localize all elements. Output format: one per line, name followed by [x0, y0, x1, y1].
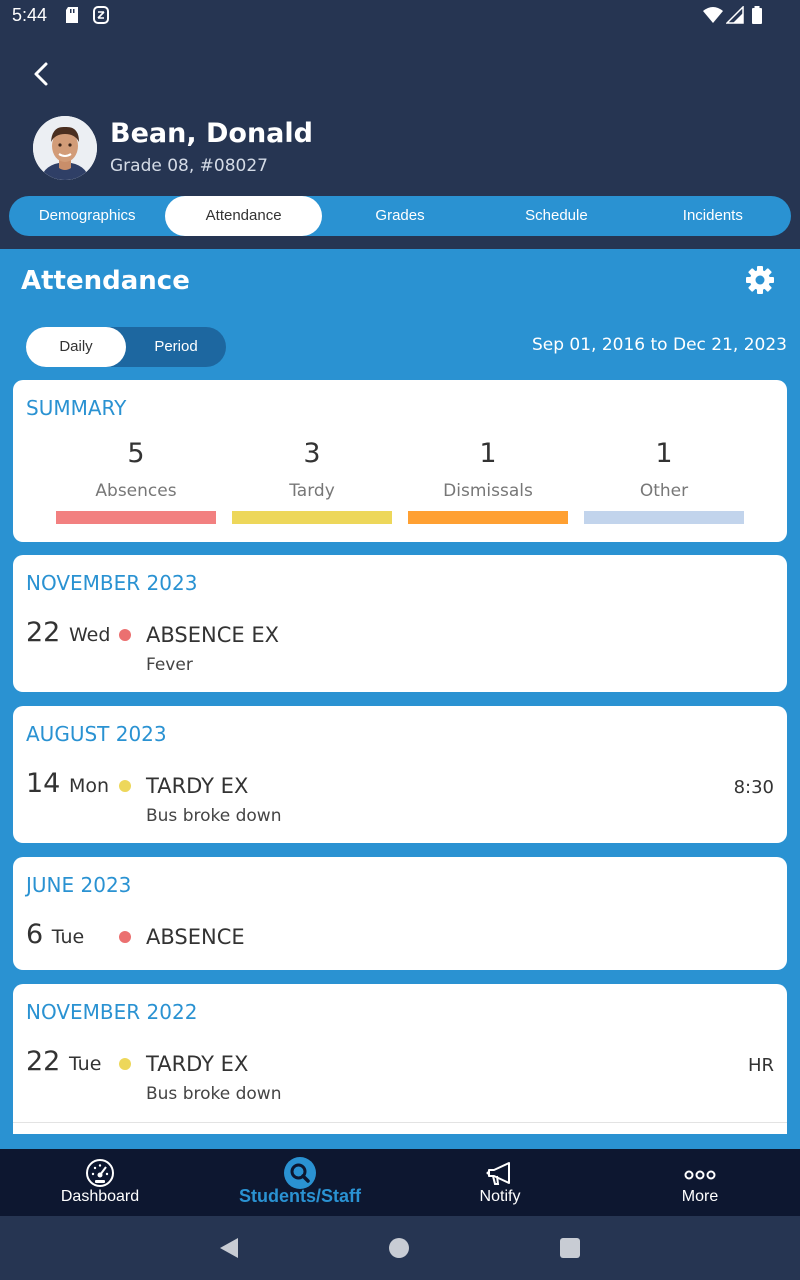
- summary-absences: 5 Absences: [56, 438, 216, 524]
- gear-icon: [746, 266, 774, 294]
- record-weekday: Wed: [68, 624, 111, 646]
- wifi-icon: [702, 6, 724, 28]
- profile-tabs: Demographics Attendance Grades Schedule …: [9, 196, 791, 236]
- tab-demographics[interactable]: Demographics: [38, 207, 136, 224]
- tab-attendance[interactable]: Attendance: [165, 196, 322, 236]
- month-header: JUNE 2023: [26, 873, 132, 897]
- system-back-icon[interactable]: [218, 1236, 240, 1260]
- summary-color-bar: [56, 511, 216, 524]
- tab-incidents[interactable]: Incidents: [682, 207, 743, 224]
- student-avatar: [33, 116, 97, 180]
- record-type: TARDY EX: [146, 774, 249, 798]
- summary-dismissals: 1 Dismissals: [408, 438, 568, 524]
- tab-schedule[interactable]: Schedule: [525, 207, 588, 224]
- summary-card: SUMMARY 5 Absences 3 Tardy 1 Dismissals …: [13, 380, 787, 542]
- record-weekday: Tue: [51, 926, 85, 948]
- page-title: Attendance: [21, 266, 190, 296]
- record-weekday: Tue: [68, 1053, 102, 1075]
- record-day: 6: [26, 919, 44, 950]
- summary-label: Absences: [95, 481, 177, 501]
- system-home-icon[interactable]: [388, 1237, 410, 1259]
- record-time: 8:30: [733, 777, 774, 798]
- absence-dot: [119, 629, 131, 641]
- attendance-record-card[interactable]: NOVEMBER 2022 22 Tue TARDY EX Bus broke …: [13, 984, 787, 1134]
- search-icon: [284, 1157, 316, 1189]
- sync-icon: [92, 6, 110, 28]
- record-type: TARDY EX: [146, 1052, 249, 1076]
- month-header: AUGUST 2023: [26, 722, 167, 746]
- nav-label: Dashboard: [60, 1188, 140, 1205]
- summary-count: 3: [303, 438, 321, 469]
- settings-button[interactable]: [745, 265, 775, 295]
- absence-dot: [119, 931, 131, 943]
- record-reason: Fever: [146, 655, 193, 675]
- summary-count: 5: [127, 438, 145, 469]
- record-type: ABSENCE: [146, 925, 245, 949]
- back-button[interactable]: [28, 56, 56, 92]
- sd-card-icon: [64, 6, 80, 28]
- nav-dashboard[interactable]: Dashboard: [0, 1149, 200, 1216]
- attendance-record-card[interactable]: JUNE 2023 6 Tue ABSENCE: [13, 857, 787, 970]
- summary-other: 1 Other: [584, 438, 744, 524]
- summary-color-bar: [408, 511, 568, 524]
- tab-grades[interactable]: Grades: [375, 207, 425, 224]
- month-header: NOVEMBER 2023: [26, 571, 198, 595]
- toggle-daily[interactable]: Daily: [26, 327, 126, 367]
- nav-label: More: [681, 1188, 719, 1205]
- daily-period-toggle: Daily Period: [26, 327, 226, 367]
- tardy-dot: [119, 1058, 131, 1070]
- summary-color-bar: [232, 511, 392, 524]
- summary-color-bar: [584, 511, 744, 524]
- megaphone-icon: [486, 1162, 510, 1185]
- student-grade-id: Grade 08, #08027: [110, 156, 268, 176]
- record-reason: Bus broke down: [146, 1084, 282, 1104]
- summary-tardy: 3 Tardy: [232, 438, 392, 524]
- divider: [13, 1122, 787, 1123]
- bottom-nav: Dashboard Students/Staff Notify More: [0, 1149, 800, 1216]
- summary-label: Tardy: [289, 481, 335, 501]
- battery-icon: [751, 6, 763, 28]
- nav-students-staff[interactable]: Students/Staff: [200, 1149, 400, 1216]
- attendance-record-card[interactable]: NOVEMBER 2023 22 Wed ABSENCE EX Fever: [13, 555, 787, 692]
- summary-label: Other: [639, 481, 689, 501]
- record-day: 14: [26, 768, 61, 799]
- nav-label: Students/Staff: [238, 1186, 361, 1206]
- system-nav-bar: [0, 1216, 800, 1280]
- record-date: 22 Wed: [26, 617, 110, 648]
- chevron-left-icon: [34, 62, 48, 86]
- dashboard-gauge-icon: [86, 1159, 114, 1187]
- student-name: Bean, Donald: [110, 118, 313, 149]
- attendance-content: Attendance Daily Period Sep 01, 2016 to …: [0, 249, 800, 1149]
- attendance-record-card[interactable]: AUGUST 2023 14 Mon TARDY EX Bus broke do…: [13, 706, 787, 843]
- date-range[interactable]: Sep 01, 2016 to Dec 21, 2023: [531, 335, 787, 355]
- signal-icon: [725, 5, 744, 28]
- summary-title: SUMMARY: [26, 396, 127, 420]
- summary-count: 1: [479, 438, 497, 469]
- record-type: ABSENCE EX: [146, 623, 279, 647]
- record-date: 22 Tue: [26, 1046, 101, 1077]
- nav-notify[interactable]: Notify: [400, 1149, 600, 1216]
- record-date: 14 Mon: [26, 768, 109, 799]
- record-date: 6 Tue: [26, 919, 84, 950]
- summary-count: 1: [655, 438, 673, 469]
- record-day: 22: [26, 617, 61, 648]
- toggle-period[interactable]: Period: [154, 338, 198, 355]
- record-weekday: Mon: [68, 775, 110, 797]
- student-header: Bean, Donald Grade 08, #08027 Demographi…: [0, 32, 800, 249]
- system-recents-icon[interactable]: [559, 1237, 581, 1259]
- more-dots-icon: [684, 1170, 716, 1180]
- status-time: 5:44: [12, 5, 48, 25]
- nav-more[interactable]: More: [600, 1149, 800, 1216]
- record-day: 22: [26, 1046, 61, 1077]
- record-period: HR: [747, 1055, 774, 1076]
- summary-label: Dismissals: [443, 481, 533, 501]
- nav-label: Notify: [479, 1188, 521, 1205]
- status-bar: 5:44: [0, 0, 800, 32]
- month-header: NOVEMBER 2022: [26, 1000, 198, 1024]
- tardy-dot: [119, 780, 131, 792]
- record-reason: Bus broke down: [146, 806, 282, 826]
